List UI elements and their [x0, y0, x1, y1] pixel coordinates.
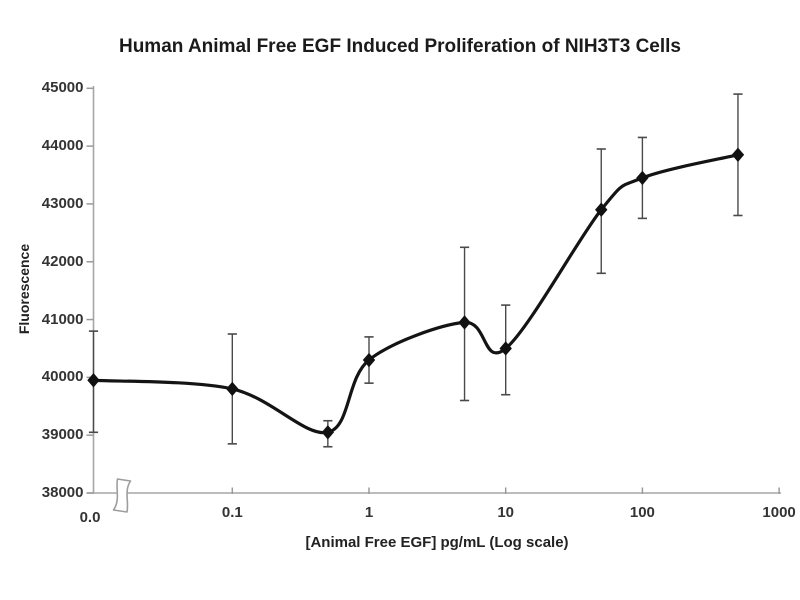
x-tick-label: 10 [497, 504, 515, 521]
y-tick-label: 40000 [41, 368, 84, 386]
y-tick-label: 38000 [41, 484, 84, 501]
data-point-diamond [226, 381, 239, 397]
y-tick-label: 45000 [41, 79, 84, 97]
data-point-diamond [362, 352, 376, 368]
axis-break-icon [112, 478, 132, 513]
y-tick-label: 43000 [41, 194, 84, 212]
y-tick-label: 39000 [41, 426, 84, 444]
x-axis-label: [Animal Free EGF] pg/mL (Log scale) [305, 534, 569, 551]
data-point-diamond [458, 315, 471, 330]
data-point-diamond [731, 147, 745, 162]
data-line [91, 153, 740, 435]
y-tick-label: 44000 [41, 137, 84, 155]
chart-title: Human Animal Free EGF Induced Proliferat… [118, 36, 681, 57]
x-tick-label: 0.0 [79, 509, 101, 526]
data-point-diamond [499, 341, 512, 356]
data-point-diamond [87, 373, 100, 388]
x-tick-label: 100 [629, 504, 655, 521]
x-tick-label: 1000 [762, 504, 796, 521]
y-tick-label: 42000 [41, 252, 84, 270]
data-point-diamond [636, 170, 649, 186]
data-point-diamond [321, 425, 335, 440]
x-tick-label: 0.1 [221, 504, 243, 521]
data-point-diamond [595, 202, 608, 217]
y-tick-label: 41000 [41, 310, 84, 328]
x-tick-label: 1 [364, 504, 374, 521]
